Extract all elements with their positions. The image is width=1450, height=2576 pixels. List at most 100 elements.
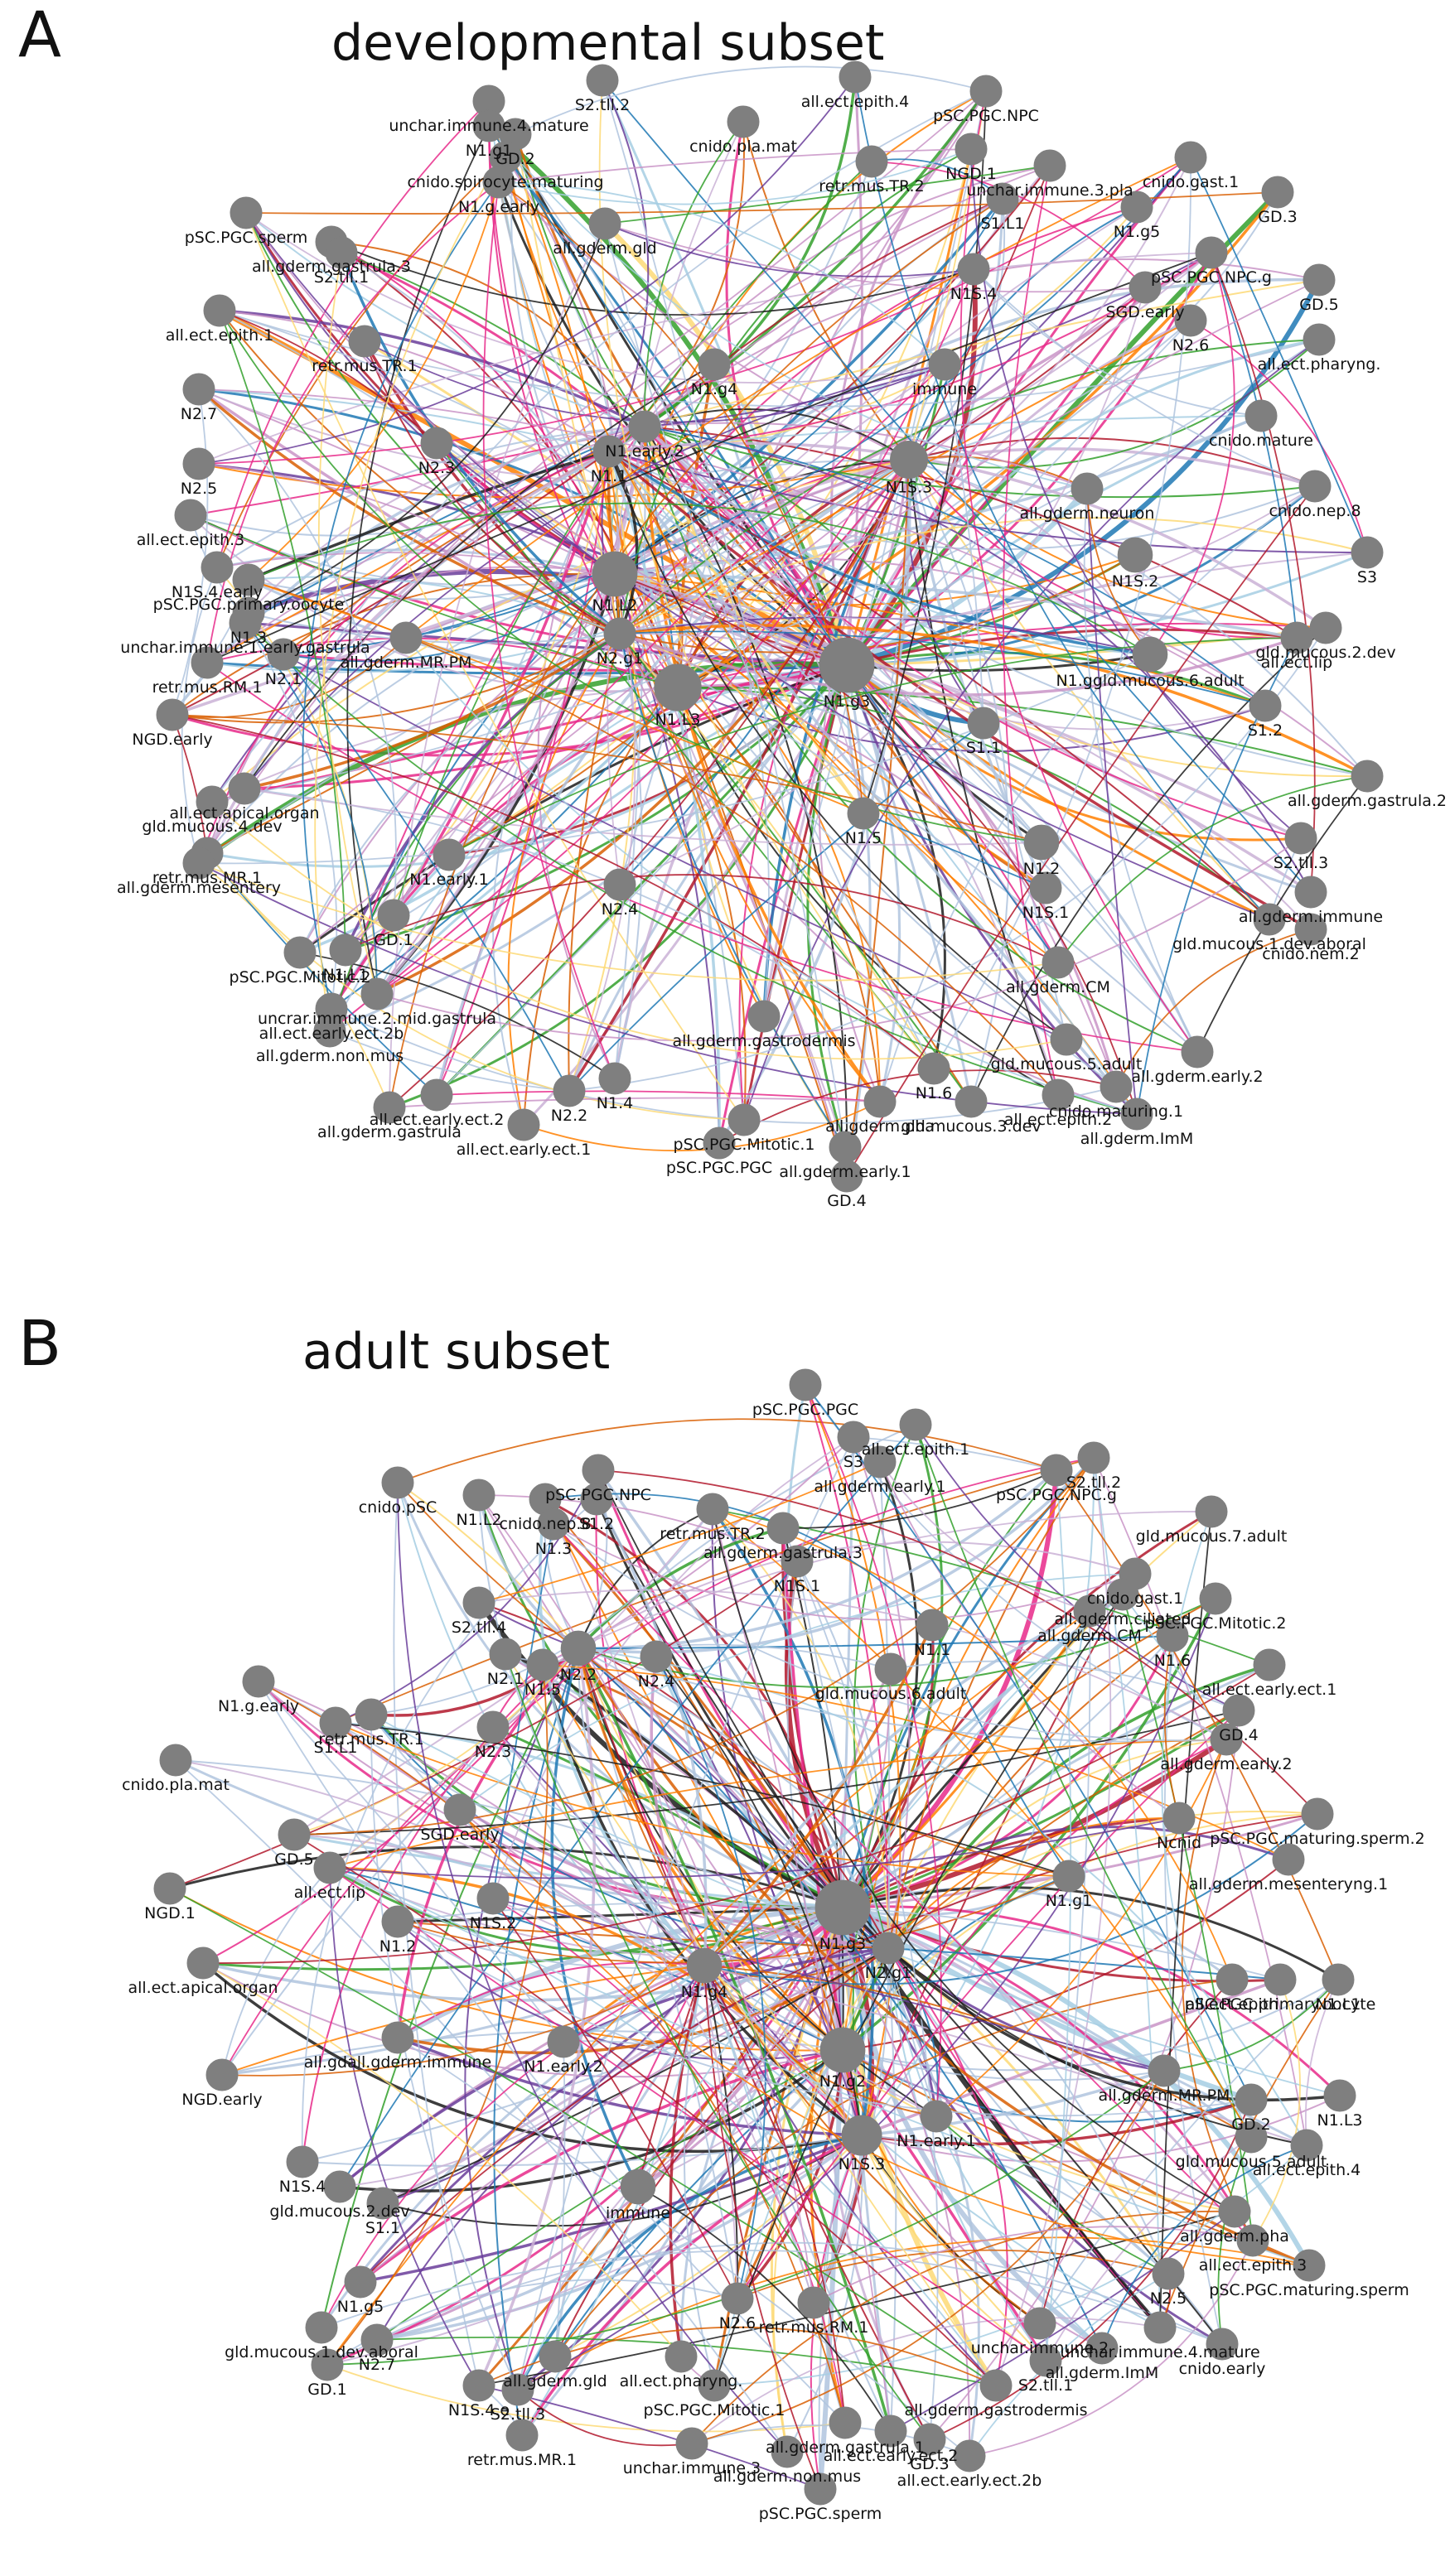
network-edge: [841, 1598, 1217, 2052]
node-label: N1.1: [914, 1641, 950, 1659]
node-label: N1S.2: [1112, 572, 1159, 591]
network-edge: [464, 1647, 579, 2390]
network-node: [1249, 689, 1282, 722]
node-label: all.gderm.ImM: [1080, 1130, 1194, 1148]
node-label: gld.mucous.1.dev.aboral: [1172, 935, 1366, 953]
network-node: [1132, 636, 1168, 673]
network-edge: [169, 1561, 798, 1889]
network-edge: [258, 1681, 564, 2043]
network-edge: [515, 65, 987, 135]
network-edge: [329, 1866, 863, 2137]
network-edge: [492, 1898, 1165, 2072]
node-label: retr.mus.TR.2: [660, 1525, 765, 1543]
network-node: [537, 1507, 570, 1541]
node-label: N1.2: [1023, 860, 1060, 878]
network-edge: [397, 2037, 970, 2457]
network-edge: [637, 1965, 705, 2188]
network-edge: [643, 426, 882, 1103]
network-node: [501, 2373, 534, 2406]
network-edge: [908, 191, 1278, 461]
network-edge: [563, 1964, 706, 2043]
network-node: [1052, 1860, 1085, 1893]
network-node: [348, 325, 381, 358]
network-edge: [175, 1759, 889, 1949]
network-edge: [538, 1498, 706, 1967]
network-node: [855, 145, 888, 178]
node-label: gld.mucous.6.adult: [815, 1685, 967, 1703]
node-label: GD.5: [274, 1850, 313, 1869]
network-edge: [608, 90, 987, 452]
network-node: [841, 2115, 882, 2156]
network-node: [1120, 1097, 1153, 1131]
network-node: [628, 410, 661, 443]
network-edge: [644, 426, 1316, 499]
node-label: Ncnid: [1157, 1834, 1201, 1852]
network-node: [675, 2427, 708, 2460]
node-label: N1.L3: [655, 711, 700, 729]
network-edge: [703, 1609, 1090, 1966]
network-edge: [248, 612, 621, 644]
network-node: [1071, 472, 1104, 505]
network-edge: [602, 80, 846, 1148]
network-edge: [861, 2135, 1046, 2361]
network-edge: [360, 1947, 889, 2283]
network-node: [721, 2282, 754, 2315]
network-edge: [619, 517, 1368, 634]
network-edge: [637, 2186, 892, 2432]
node-label: N1S.2: [470, 1914, 517, 1932]
network-edge: [1161, 1511, 1252, 2138]
node-label: all.ect.epith: [1186, 1995, 1278, 2014]
network-node: [230, 196, 263, 229]
network-edge: [341, 252, 645, 427]
node-label: cnido.gast.1: [1143, 173, 1239, 191]
network-edge: [436, 320, 1191, 1096]
network-edge: [818, 1947, 889, 2490]
network-edge: [244, 622, 1138, 1115]
network-edge: [198, 388, 1266, 707]
network-edge: [1115, 929, 1312, 1088]
network-edge: [637, 1668, 892, 2188]
network-node: [1210, 1723, 1243, 1756]
network-edge: [553, 1523, 1254, 2241]
network-node: [837, 1421, 870, 1454]
network-node: [804, 2472, 837, 2506]
network-node: [967, 707, 1000, 740]
network-edge: [713, 1947, 889, 2386]
network-edge: [619, 287, 1146, 885]
network-edge: [614, 447, 1316, 576]
network-edge: [712, 1508, 892, 2432]
network-edge: [172, 451, 610, 716]
node-label: pSC.PGC.NPC: [933, 107, 1039, 125]
node-label: S1.1: [966, 739, 1001, 757]
network-node: [360, 2323, 394, 2357]
node-label: S2.tll.3: [491, 2405, 545, 2424]
network-edge: [248, 502, 1151, 655]
network-edge: [326, 2135, 863, 2366]
network-edge: [523, 1101, 881, 1152]
network-edge: [842, 1886, 1339, 1981]
network-edge: [339, 1424, 916, 2188]
node-label: all.gdall.gderm.immune: [304, 2053, 492, 2072]
network-edge: [206, 566, 616, 663]
network-edge: [326, 2364, 846, 2433]
network-node: [186, 1946, 220, 1980]
node-label: cnido.early: [1179, 2360, 1266, 2378]
network-edge: [293, 1457, 1095, 1836]
network-edge: [553, 1523, 1227, 1742]
network-node: [319, 1706, 352, 1739]
network-node: [1156, 1619, 1189, 1652]
node-label: S1.L1: [314, 1739, 358, 1757]
network-node: [232, 563, 265, 596]
node-label: GD.4: [827, 1192, 866, 1210]
node-label: all.gderm.CM: [1037, 1627, 1142, 1645]
panel-a: A developmental subset N1.g3N1.L3N1.L2N1…: [18, 0, 1447, 1210]
node-label: GD.1: [307, 2381, 346, 2399]
network-node: [311, 2348, 344, 2381]
node-label: N2.g1: [597, 649, 644, 668]
network-edge: [1163, 1635, 1180, 1819]
network-edge: [169, 1888, 997, 2386]
node-label: pSC.PGC.PGC: [666, 1159, 772, 1177]
network-node: [899, 1408, 932, 1441]
network-edge: [973, 268, 1316, 487]
network-edge: [198, 76, 856, 465]
